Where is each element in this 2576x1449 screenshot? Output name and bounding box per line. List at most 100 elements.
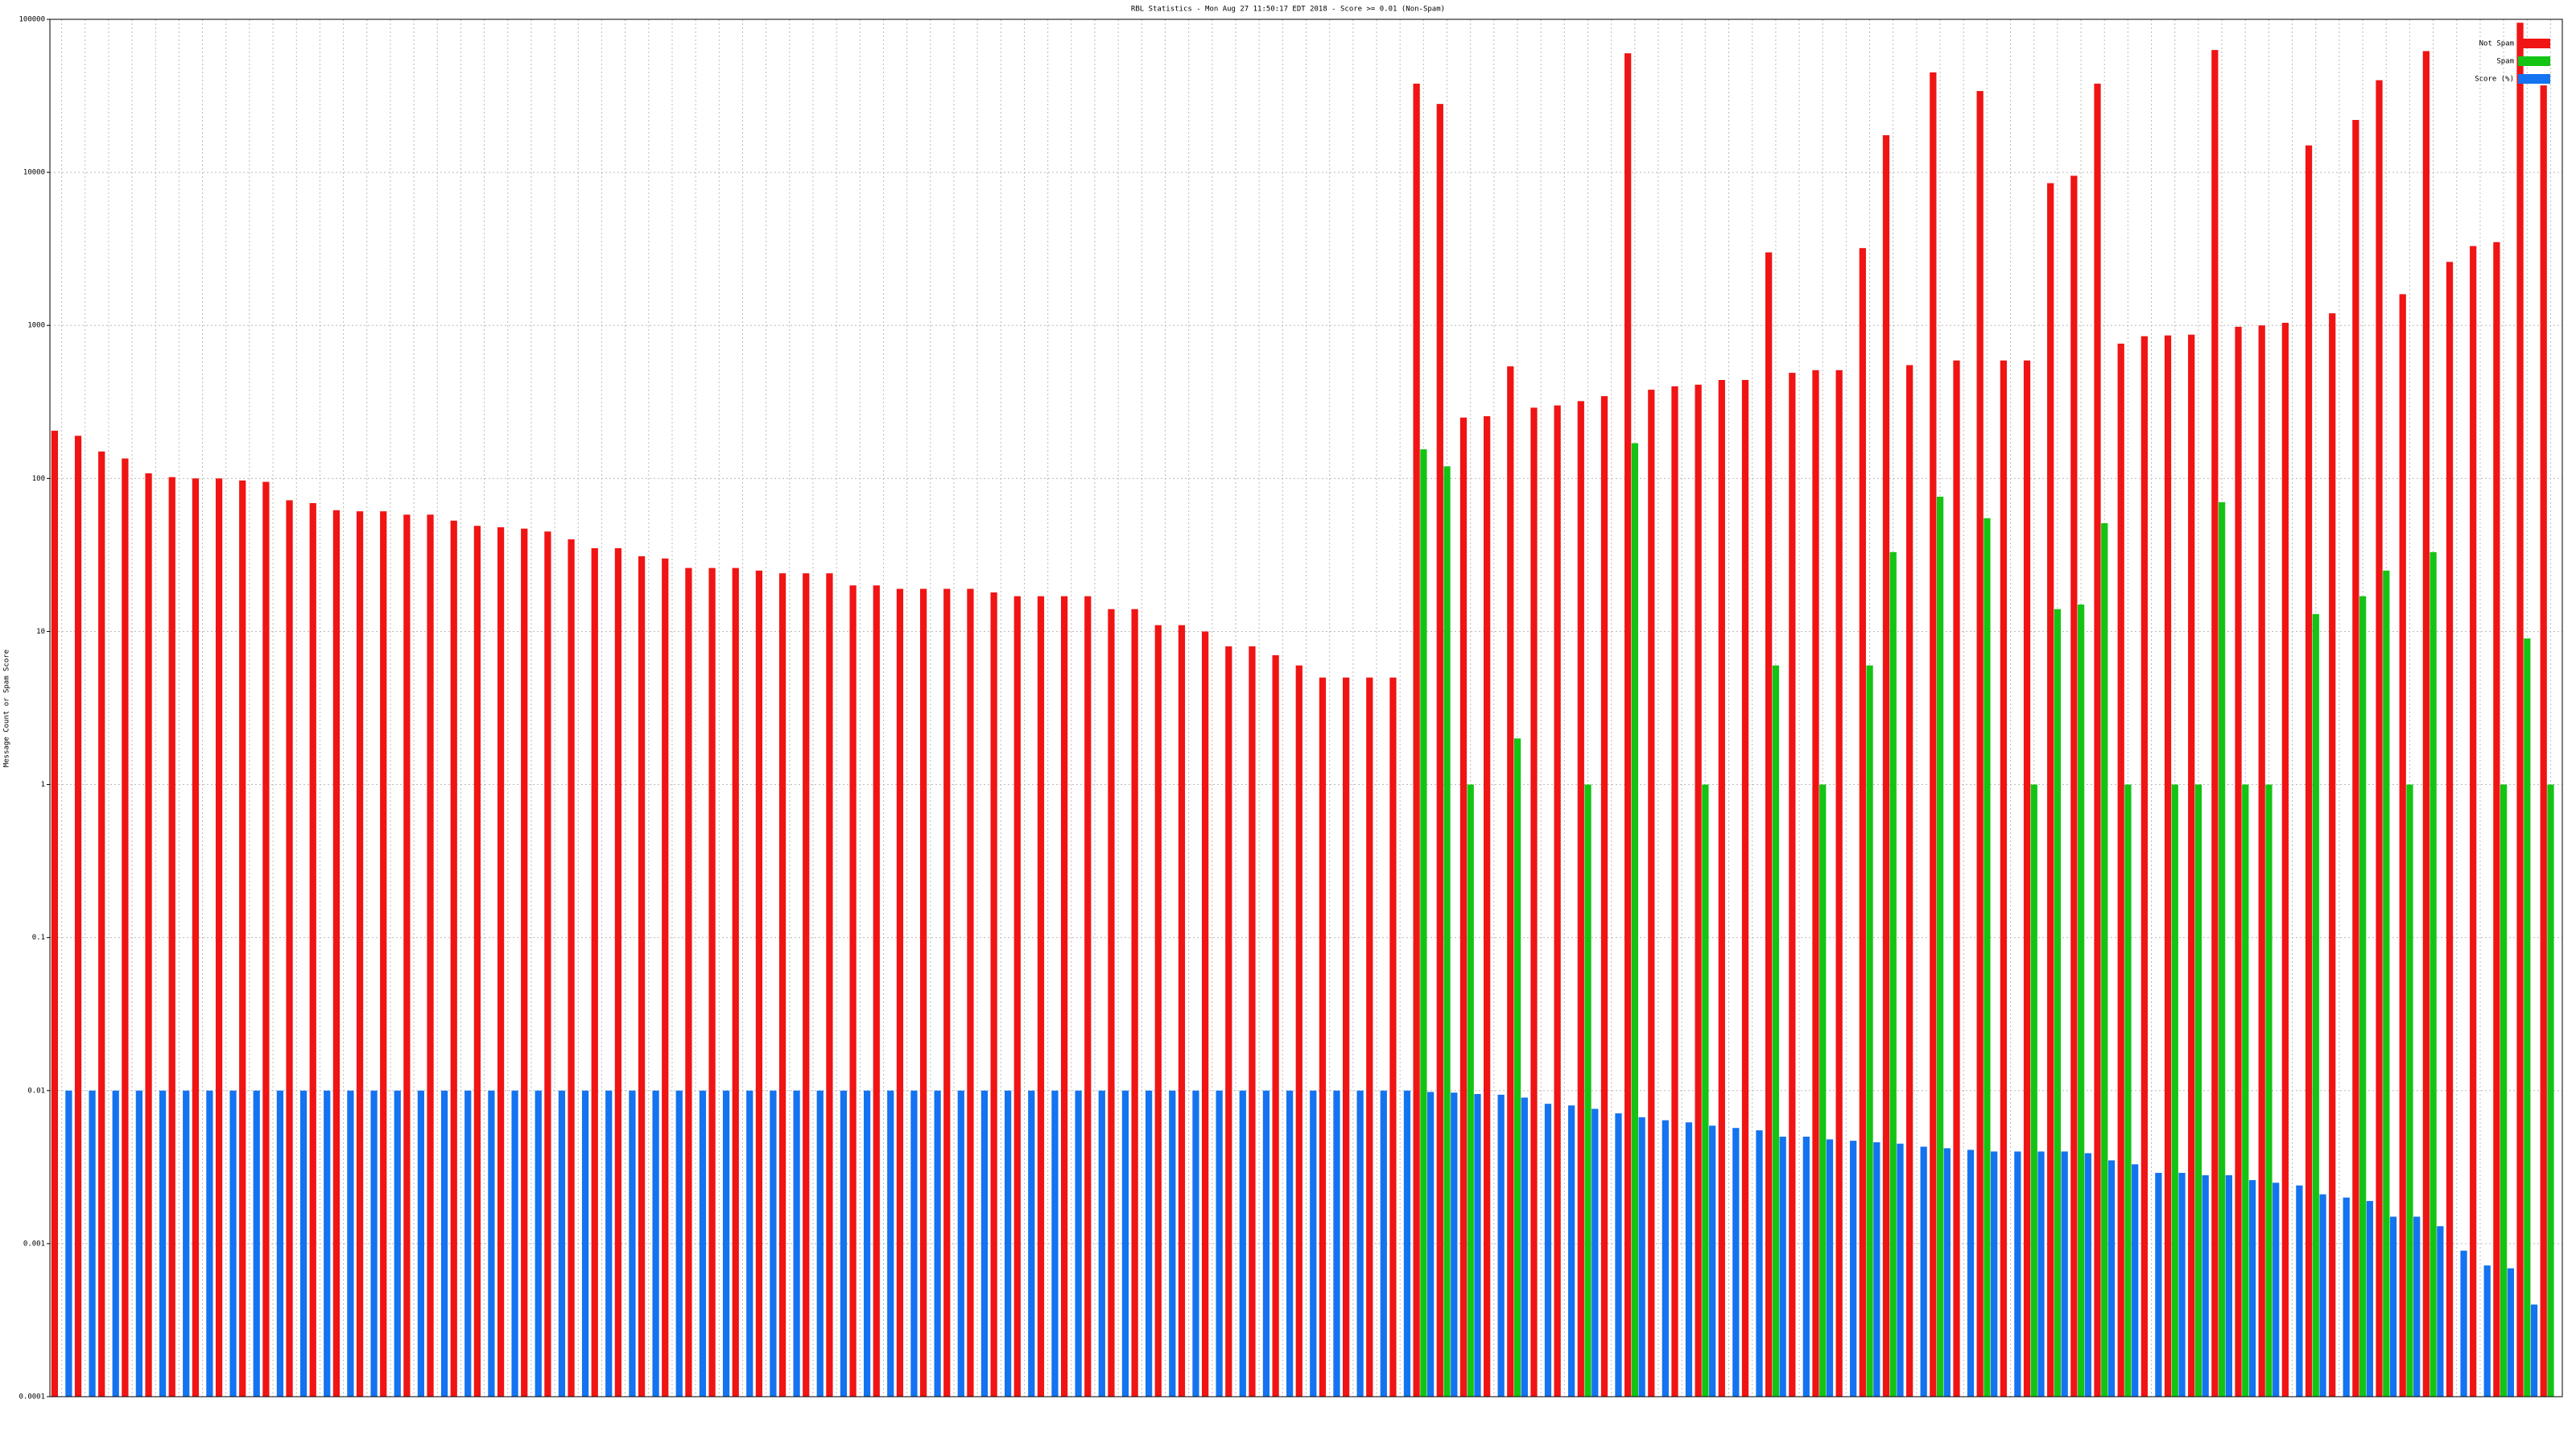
bar [417,1090,425,1397]
bar [1028,1090,1035,1397]
bar [957,1090,964,1397]
bar [1484,416,1491,1397]
bar [1467,784,1474,1397]
bar [1443,466,1451,1397]
bar [1859,248,1866,1397]
bar [1741,380,1749,1397]
bar [380,511,387,1397]
bar [2493,242,2500,1397]
bar [2242,784,2249,1397]
bar [1779,1137,1786,1397]
bar [1192,1090,1199,1397]
bar [1084,596,1092,1397]
bar [2281,322,2289,1397]
bar [2460,1250,2467,1397]
bar [2446,262,2454,1397]
bar [1930,72,1937,1397]
bar [1145,1090,1153,1397]
bar [1356,1090,1364,1397]
bar [1131,609,1138,1397]
bar [2312,613,2319,1397]
bar [2343,1197,2350,1397]
bar [826,573,833,1397]
bar [1413,83,1420,1397]
bar [1873,1141,1880,1397]
bar [873,585,880,1397]
bar [1709,1125,1716,1397]
bar [1936,496,1944,1397]
bar [2140,336,2148,1397]
bar [1882,134,1890,1397]
bar [1497,1094,1505,1397]
bar [2530,1304,2538,1397]
bar [1695,384,1702,1397]
bar [1403,1090,1411,1397]
bar [943,588,951,1397]
bar [558,1090,566,1397]
bar [1249,646,1256,1397]
bar [309,502,316,1397]
bar [2094,83,2101,1397]
bar [89,1090,96,1397]
bar [1530,407,1538,1397]
bar [1225,646,1232,1397]
bar [286,500,293,1397]
bar [934,1090,941,1397]
bar [2014,1151,2021,1397]
bar [2178,1172,2186,1397]
y-tick-label: 0.1 [32,934,45,942]
bar [183,1090,190,1397]
y-tick-label: 0.0001 [19,1393,45,1402]
bar [910,1090,918,1397]
bar [427,514,434,1397]
bar [732,568,739,1397]
bar [2352,120,2359,1397]
bar [2500,784,2508,1397]
bar [2211,50,2219,1397]
bar [1591,1108,1599,1397]
y-tick-label: 100 [32,475,45,483]
bar [2164,335,2172,1397]
bar [1906,365,1913,1397]
bar [722,1090,730,1397]
bar [1366,677,1373,1397]
bar [1819,784,1827,1397]
bar [2329,313,2336,1397]
bar [1427,1092,1435,1397]
bar [1568,1105,1575,1397]
bar [2194,784,2202,1397]
bar [2359,596,2367,1397]
bar [159,1090,167,1397]
bar [1169,1090,1176,1397]
legend-label: Score (%) [2475,76,2514,84]
bar [1889,551,1897,1397]
bar [511,1090,518,1397]
bar [440,1090,448,1397]
y-tick-label: 10 [36,628,45,636]
bar [1812,369,1819,1397]
bar [135,1090,143,1397]
bar [2470,246,2477,1397]
bar [347,1090,354,1397]
bar [1662,1120,1669,1397]
bar [1967,1150,1975,1397]
bar [863,1090,871,1397]
bar [2305,145,2313,1397]
bar [1920,1146,1927,1397]
bar [1272,654,1279,1397]
bar [605,1090,613,1397]
bar [2218,502,2226,1397]
bar [450,520,457,1397]
y-axis-label: Message Count or Spam Score [3,650,11,767]
bar [1436,104,1443,1397]
bar [1685,1122,1693,1397]
bar [1507,366,1514,1397]
bar [1789,373,1796,1397]
bar [840,1090,848,1397]
bar [394,1090,401,1397]
bar [324,1090,331,1397]
bar [2070,175,2078,1397]
bar [1544,1104,1552,1397]
bar [1474,1094,1481,1397]
bar [1850,1141,1857,1397]
